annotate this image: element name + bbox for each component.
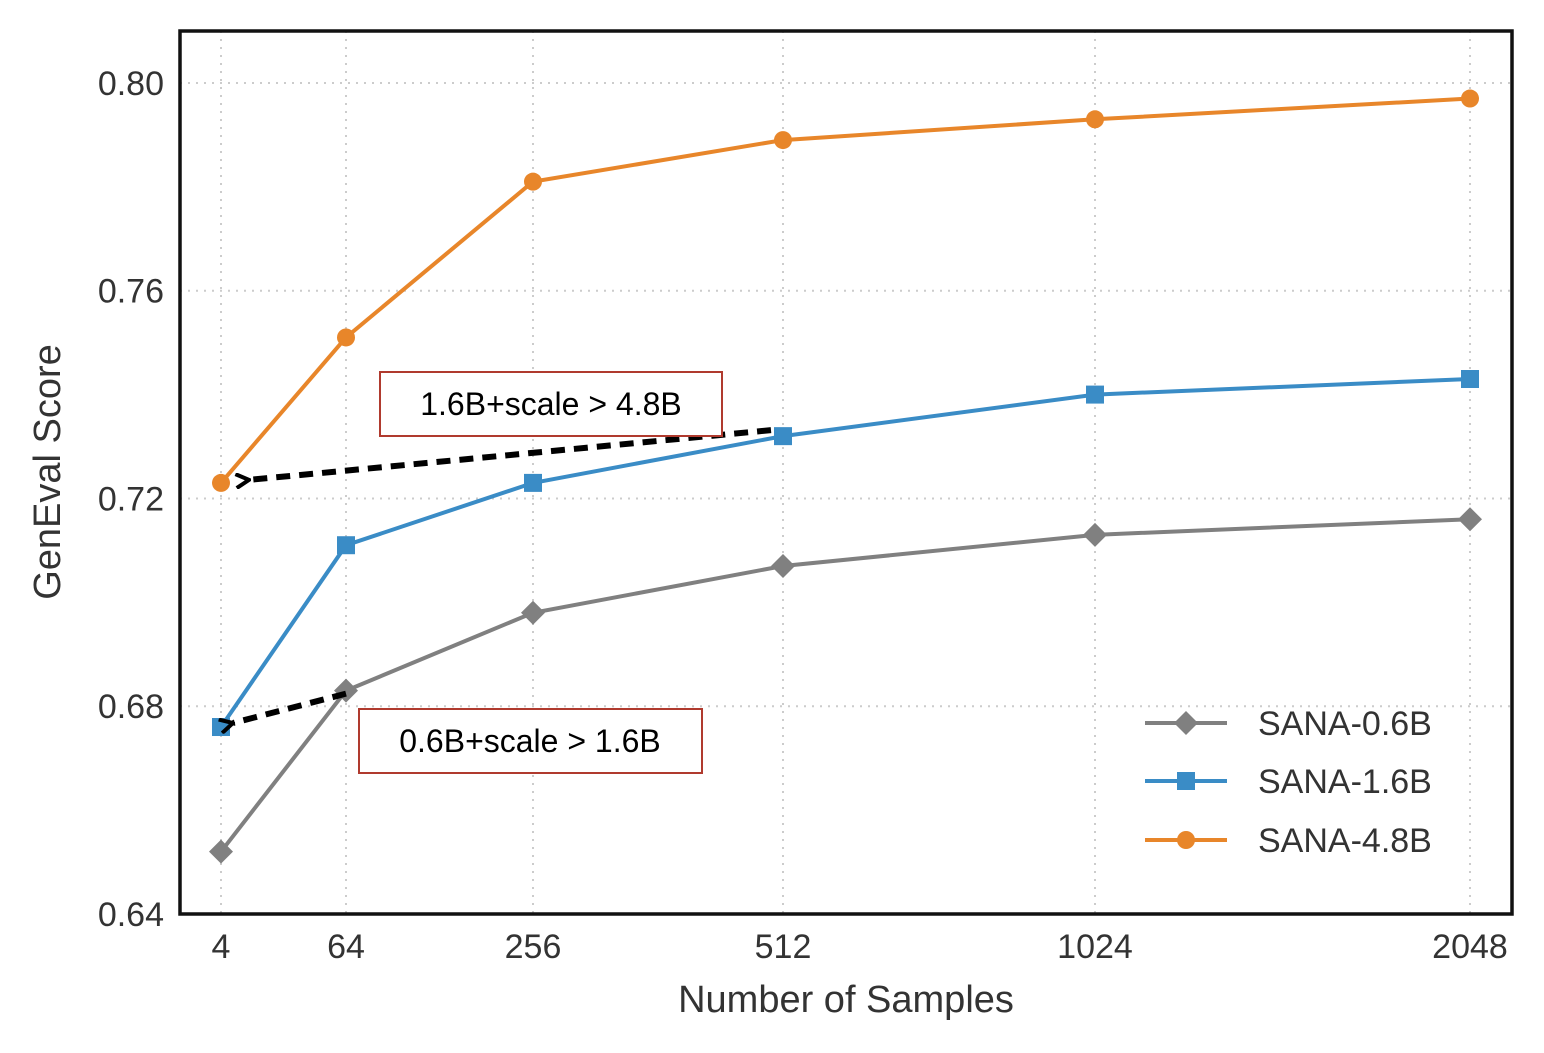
x-tick-label: 512	[755, 928, 812, 966]
series-sana-0.6b	[209, 507, 1482, 864]
x-tick-label: 2048	[1432, 928, 1508, 966]
data-point-sana-0.6b	[1458, 507, 1482, 532]
legend-label: SANA-0.6B	[1258, 705, 1432, 743]
data-point-sana-4.8b	[774, 131, 792, 150]
annotation-arrow	[249, 427, 772, 480]
y-axis-label: GenEval Score	[27, 344, 69, 600]
annotation-label: 1.6B+scale > 4.8B	[420, 386, 682, 422]
annotation-1: 1.6B+scale > 4.8B	[249, 371, 772, 480]
annotation-box	[379, 371, 723, 437]
legend: SANA-0.6B SANA-1.6B SANA-4.8B	[1145, 705, 1432, 860]
data-point-sana-0.6b	[209, 839, 233, 864]
data-point-sana-0.6b	[771, 553, 795, 578]
legend-marker	[1177, 772, 1195, 790]
annotation-label: 0.6B+scale > 1.6B	[399, 723, 661, 759]
data-point-sana-1.6b	[1461, 370, 1479, 389]
y-tick-label: 0.80	[98, 65, 164, 103]
data-point-sana-1.6b	[774, 427, 792, 446]
series-lines	[209, 89, 1482, 864]
data-point-sana-4.8b	[337, 328, 355, 347]
legend-item-sana-1.6b: SANA-1.6B	[1145, 763, 1432, 801]
axes: 4 64 256 512 1024 2048 0.64 0.68 0.72 0.76 0.80	[98, 65, 1508, 966]
legend-label: SANA-1.6B	[1258, 763, 1432, 801]
data-point-sana-1.6b	[212, 718, 230, 737]
data-point-sana-1.6b	[1086, 385, 1104, 404]
y-tick-label: 0.68	[98, 688, 164, 726]
x-tick-label: 4	[212, 928, 231, 966]
legend-label: SANA-4.8B	[1258, 822, 1432, 860]
data-point-sana-0.6b	[1083, 522, 1107, 547]
y-tick-label: 0.72	[98, 480, 164, 518]
series-line-sana-1.6b	[219, 377, 1471, 729]
data-point-sana-0.6b	[521, 600, 545, 625]
data-point-sana-1.6b	[524, 473, 542, 492]
data-point-sana-4.8b	[1461, 89, 1479, 108]
series-line-sana-0.6b	[219, 517, 1471, 853]
annotation-2: 0.6B+scale > 1.6B	[233, 690, 703, 774]
x-tick-label: 1024	[1057, 928, 1133, 966]
annotation-box	[358, 708, 703, 774]
y-tick-label: 0.64	[98, 896, 164, 934]
legend-item-sana-4.8b: SANA-4.8B	[1145, 822, 1432, 860]
data-point-sana-4.8b	[1086, 110, 1104, 129]
annotation-arrow	[233, 690, 347, 723]
legend-marker	[1174, 711, 1198, 735]
annotations: 1.6B+scale > 4.8B 0.6B+scale > 1.6B	[233, 371, 772, 774]
x-tick-label: 64	[327, 928, 365, 966]
y-tick-label: 0.76	[98, 273, 164, 311]
legend-item-sana-0.6b: SANA-0.6B	[1145, 705, 1432, 743]
plot-frame	[178, 29, 1514, 916]
data-point-sana-1.6b	[337, 536, 355, 555]
data-point-sana-4.8b	[524, 172, 542, 191]
series-sana-4.8b	[212, 89, 1479, 492]
data-point-sana-4.8b	[212, 473, 230, 492]
x-axis-label: Number of Samples	[678, 979, 1014, 1021]
x-tick-label: 256	[505, 928, 562, 966]
series-line-sana-4.8b	[219, 96, 1471, 485]
legend-marker	[1177, 831, 1195, 849]
